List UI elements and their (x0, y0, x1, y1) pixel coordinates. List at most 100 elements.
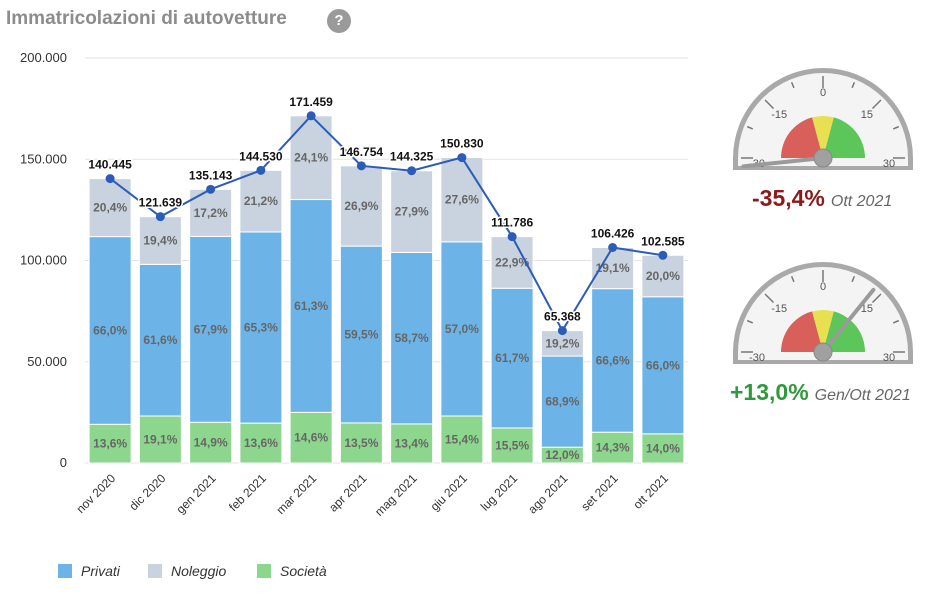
monthly-change-label: -35,4% Ott 2021 (752, 185, 892, 212)
bar-percent-label: 21,2% (244, 194, 278, 208)
monthly-change-pct: -35,4% (752, 185, 825, 211)
bar-percent-label: 22,9% (495, 255, 529, 269)
gauge-tick (871, 99, 882, 110)
x-tick-label: nov 2020 (73, 471, 118, 516)
bar-percent-label: 20,4% (93, 201, 127, 215)
x-tick-label: giu 2021 (428, 471, 471, 514)
gauge-tick (790, 81, 795, 89)
bar-percent-label: 14,3% (596, 441, 630, 455)
gauge-scale-label: -15 (771, 303, 787, 315)
bar-percent-label: 66,0% (646, 358, 680, 372)
legend-item-societa[interactable]: Società (257, 562, 327, 580)
total-label: 144.325 (390, 150, 434, 164)
legend-item-privati[interactable]: Privati (58, 562, 120, 580)
x-tick-label: feb 2021 (226, 471, 269, 514)
monthly-change-period: Ott 2021 (830, 193, 893, 210)
bar-percent-label: 65,3% (244, 321, 278, 335)
bar-percent-label: 19,2% (545, 336, 579, 350)
total-label: 144.530 (239, 149, 283, 163)
gauge-hub (813, 148, 833, 168)
ytd-change-pct: +13,0% (730, 379, 809, 405)
bar-percent-label: 24,1% (294, 151, 328, 165)
bar-percent-label: 67,9% (194, 322, 228, 336)
total-label: 111.786 (491, 216, 533, 230)
bar-percent-label: 66,6% (596, 353, 630, 367)
x-tick-label: mar 2021 (273, 471, 319, 517)
bar-segment (591, 431, 635, 464)
bar-segment (138, 415, 182, 464)
bar-percent-label: 13,6% (93, 437, 127, 451)
bar-segment (339, 422, 383, 464)
bar-segment (440, 415, 484, 464)
bar-segment (289, 411, 333, 464)
gauge-needle (821, 287, 876, 354)
total-label: 150.830 (440, 137, 484, 151)
gauge-tick (892, 319, 900, 324)
total-label: 106.426 (591, 226, 635, 240)
gauge-hub (813, 342, 833, 362)
bar-percent-label: 20,0% (646, 269, 680, 283)
gauge-tick (790, 275, 795, 283)
bar-segment (88, 236, 132, 425)
total-point (608, 242, 618, 252)
total-label: 140.445 (88, 158, 132, 172)
bar-percent-label: 26,9% (344, 199, 378, 213)
bar-segment (641, 254, 685, 298)
y-tick-label: 50.000 (27, 354, 67, 369)
total-point (105, 174, 115, 184)
x-tick-label: dic 2020 (127, 471, 169, 513)
gauge-needle (741, 156, 825, 169)
bar-percent-label: 27,9% (395, 205, 429, 219)
bar-segment (591, 246, 635, 290)
bar-percent-label: 17,2% (194, 206, 228, 220)
legend-label: Privati (81, 563, 120, 579)
total-label: 135.143 (189, 168, 233, 182)
bar-percent-label: 19,1% (596, 261, 630, 275)
bar-segment (490, 427, 534, 464)
ytd-change-gauge: -30 -15 0 15 30 (733, 262, 913, 364)
bar-percent-label: 66,0% (93, 323, 127, 337)
bar-percent-label: 14,6% (294, 431, 328, 445)
total-point (356, 161, 366, 171)
bar-percent-label: 27,6% (445, 193, 479, 207)
privati-swatch (58, 564, 72, 578)
gauge-tick (871, 293, 882, 304)
gauge-scale-label: 15 (861, 303, 873, 315)
gauge-red-zone (781, 311, 823, 352)
bar-percent-label: 19,1% (143, 433, 177, 447)
bar-percent-label: 68,9% (545, 395, 579, 409)
noleggio-swatch (148, 564, 162, 578)
bar-segment (641, 433, 685, 464)
legend-item-noleggio[interactable]: Noleggio (148, 562, 226, 580)
bar-percent-label: 59,5% (344, 328, 378, 342)
total-label: 65.368 (544, 310, 581, 324)
bar-percent-label: 13,4% (395, 436, 429, 450)
total-point (557, 326, 567, 336)
bar-percent-label: 61,7% (495, 351, 529, 365)
total-label: 102.585 (641, 234, 685, 248)
bar-percent-label: 19,4% (143, 234, 177, 248)
bar-segment (189, 235, 233, 423)
legend-label: Noleggio (171, 563, 227, 579)
x-tick-label: ott 2021 (630, 471, 671, 512)
total-point (507, 232, 517, 242)
gauge-red-zone (781, 117, 823, 158)
help-icon[interactable]: ? (327, 9, 351, 33)
y-tick-label: 100.000 (20, 253, 67, 268)
gauge-tick (851, 275, 856, 283)
gauge-green-zone (823, 117, 865, 158)
total-label: 171.459 (289, 95, 333, 109)
bar-percent-label: 15,5% (495, 438, 529, 452)
ytd-change-label: +13,0% Gen/Ott 2021 (730, 379, 911, 406)
gauge-tick (892, 125, 900, 130)
bar-segment (138, 263, 182, 417)
bar-segment (239, 231, 283, 424)
bar-percent-label: 12,0% (545, 448, 579, 462)
gauge-scale-label: 0 (820, 281, 826, 293)
total-point (407, 166, 417, 176)
total-point (658, 250, 668, 260)
total-line (109, 114, 664, 333)
bar-percent-label: 13,5% (344, 436, 378, 450)
total-point (206, 184, 216, 194)
